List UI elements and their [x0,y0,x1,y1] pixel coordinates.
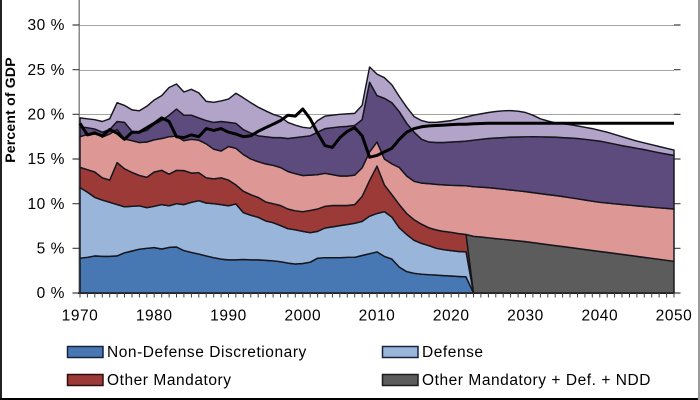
svg-text:0 %: 0 % [37,285,65,302]
svg-text:2010: 2010 [359,308,396,325]
svg-text:1980: 1980 [136,308,173,325]
svg-text:Other Mandatory: Other Mandatory [107,372,232,389]
svg-text:1970: 1970 [62,308,99,325]
svg-text:2020: 2020 [433,308,470,325]
svg-text:Defense: Defense [422,344,484,361]
svg-text:30 %: 30 % [27,17,65,34]
svg-text:10 %: 10 % [27,196,65,213]
svg-text:25 %: 25 % [27,62,65,79]
svg-text:2050: 2050 [656,308,693,325]
svg-text:5 %: 5 % [37,241,65,258]
svg-text:2000: 2000 [284,308,321,325]
svg-text:1990: 1990 [210,308,247,325]
svg-text:Non-Defense Discretionary: Non-Defense Discretionary [107,344,307,361]
svg-text:15 %: 15 % [27,151,65,168]
svg-text:Other Mandatory + Def. + NDD: Other Mandatory + Def. + NDD [422,372,651,389]
svg-text:Percent of GDP: Percent of GDP [2,57,18,163]
svg-text:2030: 2030 [507,308,544,325]
svg-text:2040: 2040 [581,308,618,325]
svg-text:20 %: 20 % [27,107,65,124]
